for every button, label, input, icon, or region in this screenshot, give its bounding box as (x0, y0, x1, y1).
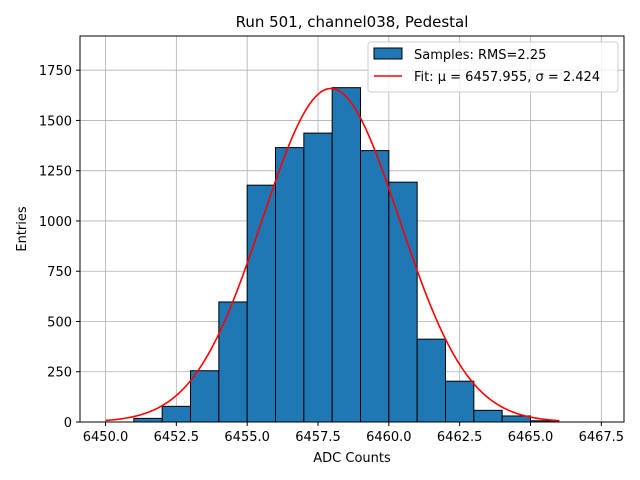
legend-histogram-label: Samples: RMS=2.25 (414, 48, 546, 63)
y-tick-label: 250 (47, 366, 72, 381)
fit-curve (105, 87, 559, 422)
histogram-bar (445, 380, 475, 423)
y-tick-label: 1000 (39, 215, 72, 230)
histogram-bar (303, 132, 333, 423)
y-axis-ticks: 0 250 500 750 1000 1250 1500 1750 (39, 64, 80, 431)
y-tick-label: 1500 (39, 114, 72, 129)
y-tick-label: 1750 (39, 64, 72, 79)
x-axis-ticks: 6450.0 6452.5 6455.0 6457.5 6460.0 6462.5 6465… (83, 422, 624, 445)
histogram-bar (360, 150, 390, 423)
y-tick-label: 500 (47, 315, 72, 330)
plot-frame (79, 35, 625, 423)
y-tick-label: 750 (47, 265, 72, 280)
legend: Samples: RMS=2.25 Fit: μ = 6457.955, σ =… (367, 41, 619, 93)
histogram-bar (190, 370, 220, 423)
x-tick-label: 6462.5 (437, 430, 483, 445)
chart-title: Run 501, channel038, Pedestal (236, 13, 469, 31)
x-tick-label: 6455.0 (224, 430, 270, 445)
histogram-bar (473, 409, 503, 423)
histogram-bar (218, 301, 248, 423)
histogram-bar (331, 87, 361, 423)
x-tick-label: 6450.0 (83, 430, 129, 445)
legend-box (367, 41, 619, 93)
x-tick-label: 6452.5 (154, 430, 200, 445)
histogram-bar (161, 405, 192, 423)
x-axis-label: ADC Counts (313, 451, 391, 466)
histogram-bar (416, 338, 446, 423)
x-tick-label: 6457.5 (295, 430, 341, 445)
legend-histogram-swatch (373, 47, 403, 60)
x-tick-label: 6467.5 (579, 430, 625, 445)
y-tick-label: 0 (64, 416, 72, 431)
y-tick-label: 1250 (39, 165, 72, 180)
histogram-bar (133, 417, 163, 423)
x-tick-label: 6465.0 (508, 430, 554, 445)
x-tick-label: 6460.0 (366, 430, 412, 445)
histogram-bars (133, 87, 560, 423)
histogram-bar (275, 147, 305, 423)
histogram-bar (388, 181, 418, 423)
y-axis-label: Entries (15, 206, 30, 252)
legend-fit-label: Fit: μ = 6457.955, σ = 2.424 (414, 70, 600, 85)
